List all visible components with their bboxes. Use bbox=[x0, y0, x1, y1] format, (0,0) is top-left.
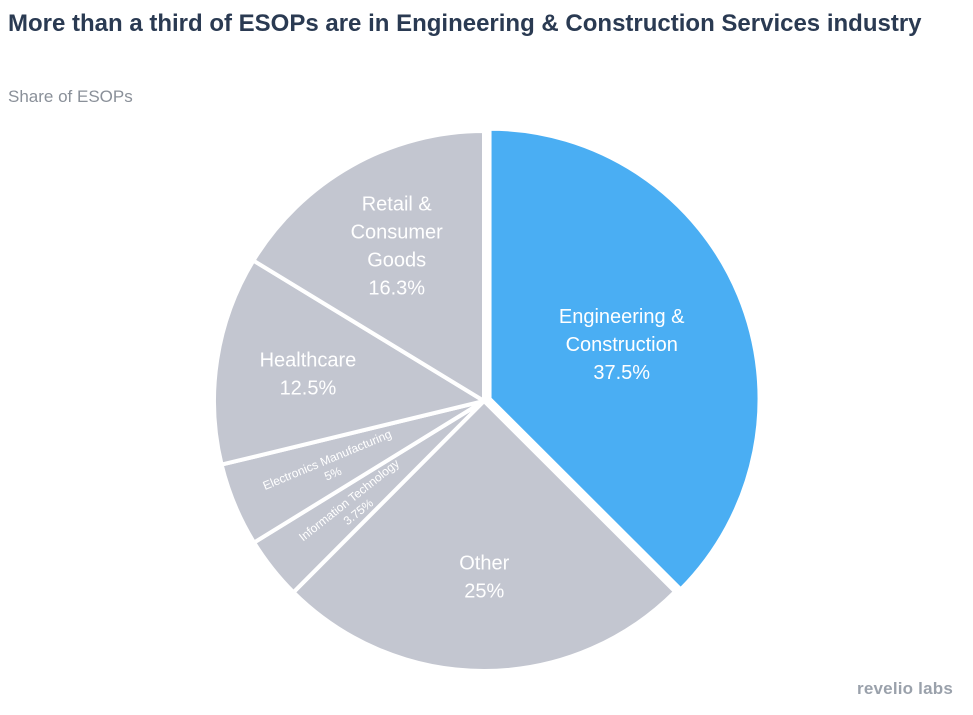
slice-name-text: Engineering & bbox=[559, 306, 685, 328]
slice-value-text: 37.5% bbox=[593, 362, 650, 384]
slice-value-text: 25% bbox=[464, 580, 504, 602]
pie-slice-other bbox=[291, 399, 678, 673]
slice-name-text: Healthcare bbox=[260, 350, 357, 372]
pie-slice-retail-and-consumer-goods bbox=[251, 129, 486, 403]
slice-label-retail-and-consumer-goods: Retail & Consumer Goods 16.3% bbox=[351, 194, 444, 300]
pie-slice-healthcare bbox=[212, 258, 486, 467]
slice-label-other: Other 25% bbox=[459, 552, 509, 602]
chart-title: More than a third of ESOPs are in Engine… bbox=[8, 10, 922, 37]
slice-value-text: 16.3% bbox=[368, 278, 425, 300]
slice-name-text: Goods bbox=[367, 250, 426, 272]
slice-name-text: Other bbox=[459, 552, 509, 574]
slice-name-text: Retail & bbox=[362, 194, 433, 216]
slice-name-text: Construction bbox=[566, 334, 678, 356]
slice-value-text: 12.5% bbox=[280, 378, 337, 400]
slice-label-engineering-and-construction: Engineering & Construction 37.5% bbox=[559, 306, 685, 384]
pie-slice-engineering-and-construction bbox=[487, 126, 762, 592]
slice-label-healthcare: Healthcare 12.5% bbox=[260, 350, 357, 400]
slice-name-text: Consumer bbox=[351, 222, 444, 244]
chart-subtitle: Share of ESOPs bbox=[8, 87, 133, 106]
brand-logo: revelio labs bbox=[857, 679, 953, 698]
slice-value-text: 5% bbox=[322, 464, 344, 484]
